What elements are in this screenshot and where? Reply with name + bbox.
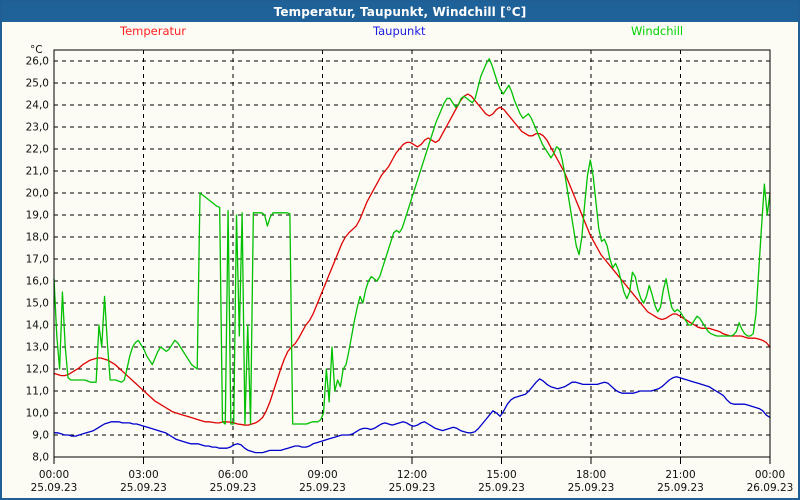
svg-text:10,0: 10,0	[26, 408, 49, 420]
svg-text:15,0: 15,0	[26, 298, 49, 310]
series-layer	[53, 58, 771, 454]
svg-text:11,0: 11,0	[26, 386, 49, 398]
svg-text:22,0: 22,0	[26, 144, 49, 156]
svg-text:00:00: 00:00	[39, 469, 69, 481]
x-axis-ticks: 00:0025.09.2303:0025.09.2306:0025.09.230…	[31, 457, 794, 494]
svg-text:17,0: 17,0	[26, 254, 49, 266]
plot-frame	[53, 49, 771, 458]
svg-text:12,0: 12,0	[26, 364, 49, 376]
svg-text:25.09.23: 25.09.23	[568, 482, 615, 494]
svg-text:18:00: 18:00	[576, 469, 606, 481]
svg-text:26.09.23: 26.09.23	[747, 482, 794, 494]
legend-item-temperatur: Temperatur	[120, 24, 187, 38]
svg-text:13,0: 13,0	[26, 342, 49, 354]
svg-text:25,0: 25,0	[26, 78, 49, 90]
svg-text:19,0: 19,0	[26, 210, 49, 222]
svg-text:06:00: 06:00	[218, 469, 248, 481]
y-axis-unit-label: °C	[30, 44, 43, 56]
svg-text:21:00: 21:00	[665, 469, 695, 481]
svg-text:03:00: 03:00	[128, 469, 158, 481]
legend-item-taupunkt: Taupunkt	[373, 24, 426, 38]
svg-text:25.09.23: 25.09.23	[31, 482, 78, 494]
svg-text:20,0: 20,0	[26, 188, 49, 200]
svg-text:21,0: 21,0	[26, 166, 49, 178]
svg-text:25.09.23: 25.09.23	[120, 482, 167, 494]
svg-text:15:00: 15:00	[486, 469, 516, 481]
window-title: Temperatur, Taupunkt, Windchill [°C]	[273, 5, 527, 19]
svg-text:16,0: 16,0	[26, 276, 49, 288]
svg-text:14,0: 14,0	[26, 320, 49, 332]
svg-text:25.09.23: 25.09.23	[478, 482, 525, 494]
svg-text:25.09.23: 25.09.23	[657, 482, 704, 494]
svg-text:25.09.23: 25.09.23	[210, 482, 257, 494]
svg-text:8,0: 8,0	[32, 452, 49, 464]
svg-text:9,0: 9,0	[32, 430, 49, 442]
legend-item-windchill: Windchill	[631, 24, 684, 38]
svg-text:18,0: 18,0	[26, 232, 49, 244]
svg-text:00:00: 00:00	[755, 469, 785, 481]
y-axis-ticks: 8,0 9,0 10,0 11,0 12,0 13,0 14,0 15,0 16,0 17,0 18…	[26, 56, 49, 464]
svg-text:12:00: 12:00	[397, 469, 427, 481]
chart-legend: Temperatur Taupunkt Windchill	[2, 22, 798, 44]
window-titlebar: Temperatur, Taupunkt, Windchill [°C]	[2, 2, 798, 22]
svg-text:26,0: 26,0	[26, 56, 49, 68]
svg-text:25.09.23: 25.09.23	[299, 482, 346, 494]
plot-area-wrapper: °C 8,0 9,0 10,0 11,0 12,0 13,0 14,0 15,0 16,0 17,…	[2, 44, 798, 498]
svg-text:23,0: 23,0	[26, 122, 49, 134]
svg-text:25.09.23: 25.09.23	[389, 482, 436, 494]
svg-text:09:00: 09:00	[307, 469, 337, 481]
svg-text:24,0: 24,0	[26, 100, 49, 112]
grid-layer	[54, 50, 770, 458]
chart-canvas: 8,0 9,0 10,0 11,0 12,0 13,0 14,0 15,0 16,0 17,0 18…	[26, 49, 794, 494]
